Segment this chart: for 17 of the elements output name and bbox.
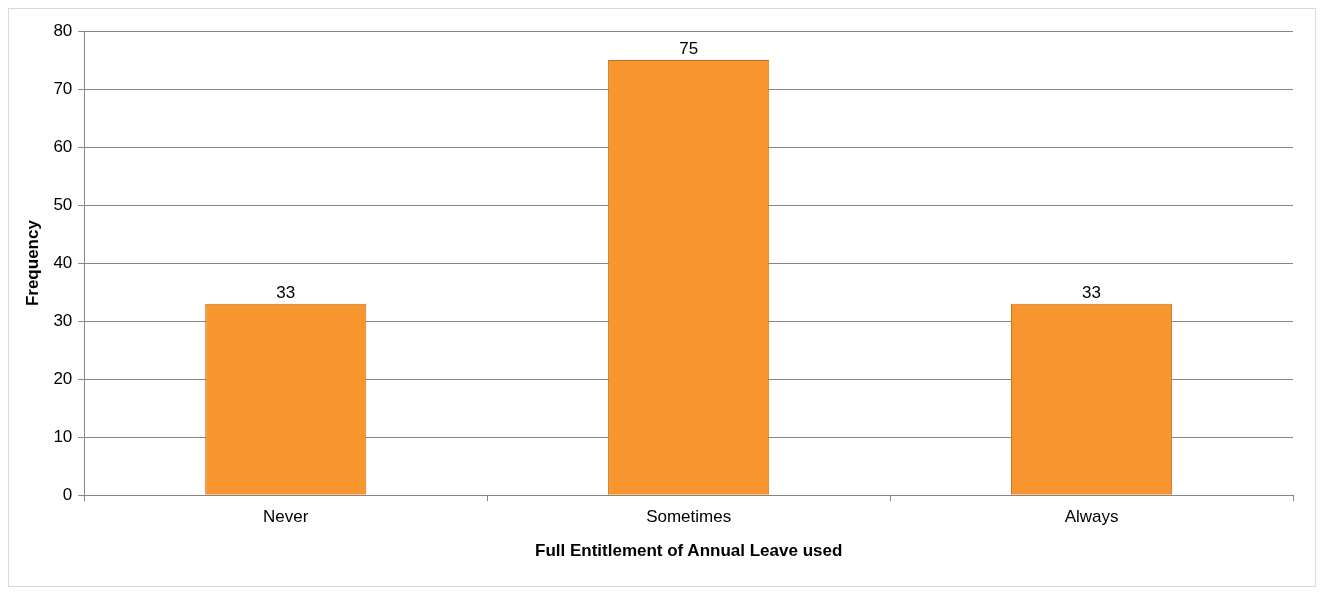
data-label: 33 [276,282,296,302]
y-axis-title: Frequency [22,219,42,307]
data-label: 75 [679,39,699,59]
y-tick-label: 50 [53,194,73,214]
data-label: 33 [1082,282,1102,302]
y-tick-label: 10 [53,426,73,446]
y-tick-label: 80 [53,20,73,40]
y-tick-label: 0 [62,484,73,504]
x-axis-title: Full Entitlement of Annual Leave used [535,541,843,561]
y-tick-label: 30 [53,310,73,330]
y-tick-label: 70 [53,78,73,98]
x-tick-label: Sometimes [646,507,732,527]
y-tick-label: 60 [53,136,73,156]
x-tick-label: Always [1064,507,1119,527]
y-tick-label: 40 [53,252,73,272]
y-tick-label: 20 [53,368,73,388]
x-tick-label: Never [263,507,309,527]
